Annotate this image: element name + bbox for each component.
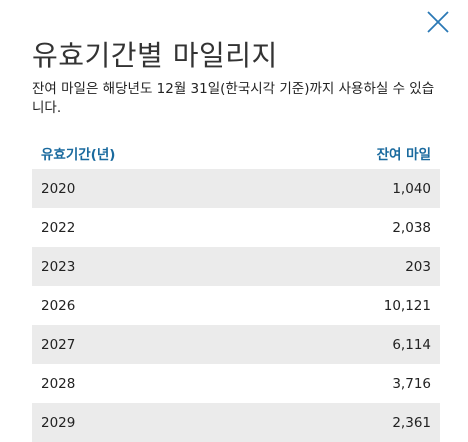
table-header: 유효기간(년) 잔여 마일 — [32, 136, 440, 169]
dialog-title: 유효기간별 마일리지 — [32, 39, 278, 72]
page: 유효기간별 마일리지 잔여 마일은 해당년도 12월 31일(한국시각 기준)까… — [32, 10, 450, 442]
year-cell: 2026 — [41, 297, 76, 314]
table-row: 2022 2,038 — [32, 208, 440, 247]
miles-cell: 10,121 — [383, 297, 431, 314]
year-cell: 2027 — [41, 336, 76, 353]
table-row: 2029 2,361 — [32, 403, 440, 442]
description: 잔여 마일은 해당년도 12월 31일(한국시각 기준)까지 사용하실 수 있습… — [32, 81, 435, 116]
miles-cell: 2,038 — [392, 219, 431, 236]
miles-cell: 6,114 — [392, 336, 431, 353]
table-row: 2028 3,716 — [32, 364, 440, 403]
mileage-table: 유효기간(년) 잔여 마일 2020 1,040 2022 2,038 2023 203 2… — [32, 136, 440, 442]
table-row: 2020 1,040 — [32, 169, 440, 208]
header-cell: 잔여 마일 — [376, 146, 431, 163]
table-row: 2026 10,121 — [32, 286, 440, 325]
year-cell: 2029 — [41, 414, 76, 431]
year-cell: 2020 — [41, 180, 76, 197]
header-cell: 유효기간(년) — [41, 146, 116, 163]
table-row: 2023 203 — [32, 247, 440, 286]
miles-cell: 1,040 — [392, 180, 431, 197]
miles-cell: 203 — [405, 258, 431, 275]
year-cell: 2022 — [41, 219, 76, 236]
year-cell: 2028 — [41, 375, 76, 392]
close-button[interactable] — [426, 10, 450, 34]
miles-cell: 2,361 — [392, 414, 431, 431]
year-cell: 2023 — [41, 258, 76, 275]
miles-cell: 3,716 — [392, 375, 431, 392]
table-row: 2027 6,114 — [32, 325, 440, 364]
